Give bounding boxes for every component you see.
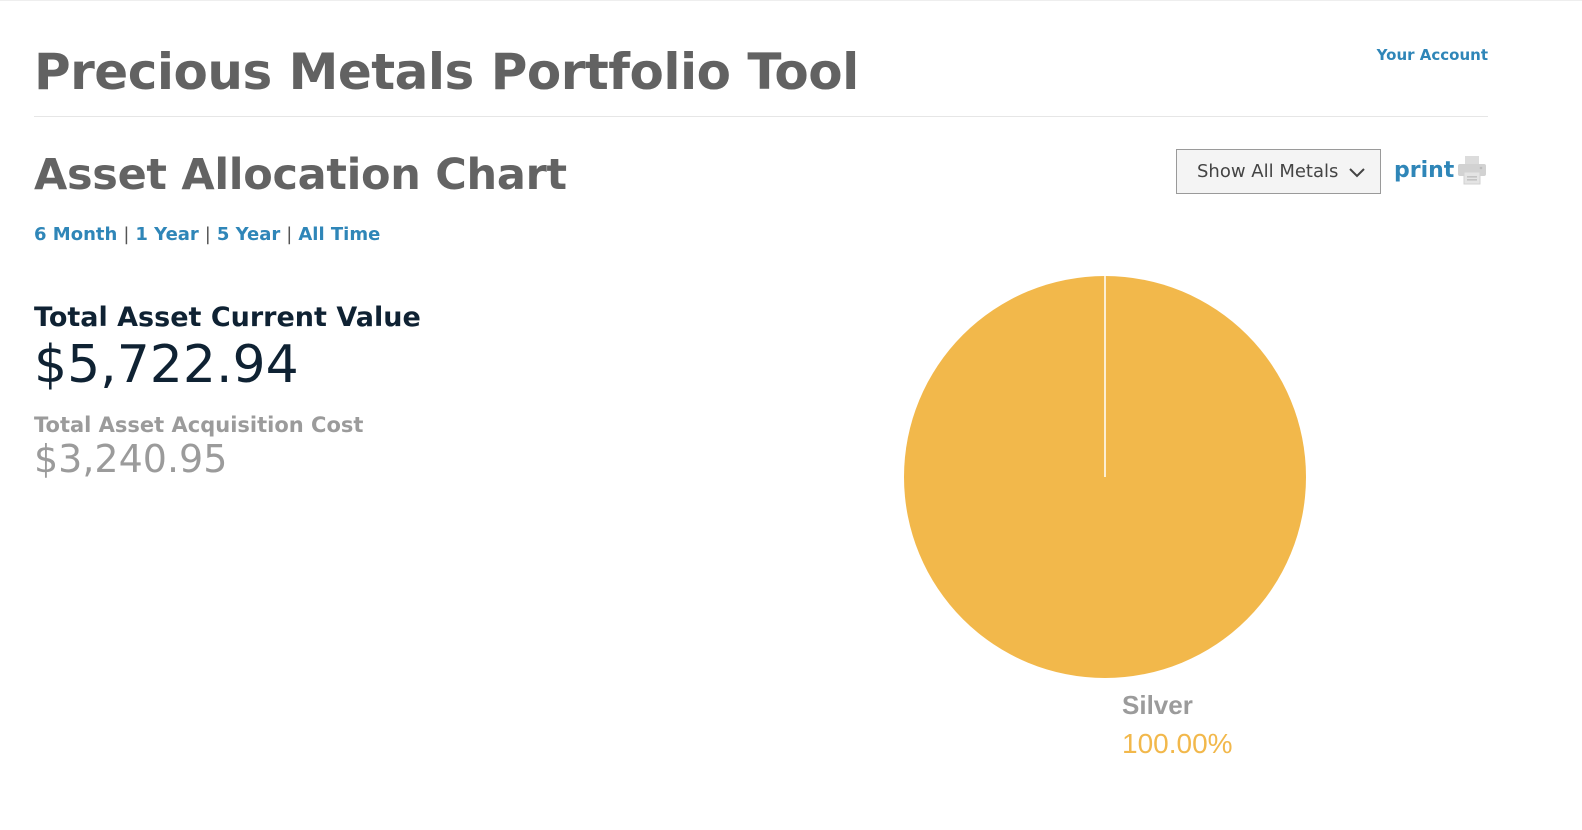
acquisition-cost-label: Total Asset Acquisition Cost bbox=[34, 413, 364, 437]
print-link[interactable]: print bbox=[1394, 158, 1455, 183]
chevron-down-icon bbox=[1349, 168, 1365, 178]
range-separator: | bbox=[123, 224, 130, 245]
page-title: Precious Metals Portfolio Tool bbox=[34, 43, 859, 101]
allocation-pie-chart bbox=[904, 276, 1306, 678]
current-value-label: Total Asset Current Value bbox=[34, 302, 421, 333]
your-account-link[interactable]: Your Account bbox=[1376, 46, 1488, 64]
acquisition-cost-amount: $3,240.95 bbox=[34, 437, 228, 481]
range-all-time-link[interactable]: All Time bbox=[298, 224, 381, 245]
top-border bbox=[0, 0, 1582, 1]
pie-slice-percent: 100.00% bbox=[1122, 728, 1233, 759]
range-1-year-link[interactable]: 1 Year bbox=[135, 224, 199, 245]
range-6-month-link[interactable]: 6 Month bbox=[34, 224, 118, 245]
section-title: Asset Allocation Chart bbox=[34, 150, 567, 200]
range-separator: | bbox=[204, 224, 211, 245]
printer-icon[interactable] bbox=[1456, 154, 1488, 186]
pie-slice-label: Silver bbox=[1122, 690, 1193, 720]
metal-filter-value: Show All Metals bbox=[1197, 161, 1339, 182]
current-value-amount: $5,722.94 bbox=[34, 335, 299, 395]
header-divider bbox=[34, 116, 1488, 117]
range-5-year-link[interactable]: 5 Year bbox=[216, 224, 281, 245]
metal-filter-select[interactable]: Show All Metals bbox=[1176, 149, 1381, 194]
range-separator: | bbox=[286, 224, 293, 245]
time-range-links: 6 Month | 1 Year | 5 Year | All Time bbox=[34, 222, 380, 248]
